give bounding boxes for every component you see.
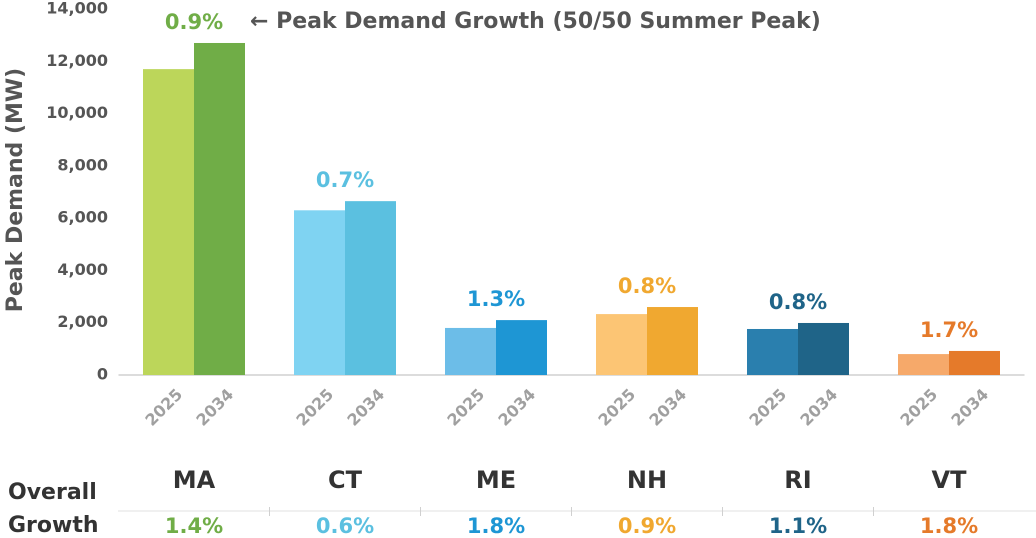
y-tick-label: 8,000 (57, 155, 108, 174)
annotation: ← Peak Demand Growth (50/50 Summer Peak) (250, 9, 821, 34)
bar (949, 350, 1000, 375)
x-tick-label: 2034 (645, 385, 690, 430)
overall-growth-value: 1.1% (769, 514, 827, 538)
y-tick-label: 2,000 (57, 312, 108, 331)
overall-growth-value: 1.8% (920, 514, 978, 538)
y-tick-label: 12,000 (46, 51, 108, 70)
overall-growth-value: 1.8% (467, 514, 525, 538)
state-label: NH (627, 466, 667, 494)
x-tick-label: 2025 (745, 385, 790, 430)
growth-label: 1.3% (467, 287, 525, 311)
x-tick-label: 2034 (192, 385, 237, 430)
y-tick-label: 14,000 (46, 0, 108, 18)
bar (143, 69, 194, 375)
y-tick-label: 6,000 (57, 208, 108, 227)
overall-growth-value: 0.6% (316, 514, 374, 538)
state-label: MA (173, 466, 216, 494)
state-label: ME (476, 466, 516, 494)
x-tick-label: 2034 (494, 385, 539, 430)
x-tick-label: 2034 (796, 385, 841, 430)
bar (345, 201, 396, 375)
x-tick-label: 2025 (292, 385, 337, 430)
growth-label: 0.7% (316, 168, 374, 192)
state-label: RI (784, 466, 811, 494)
y-tick-label: 4,000 (57, 260, 108, 279)
bar (445, 327, 496, 375)
bar (596, 314, 647, 375)
growth-label: 0.9% (165, 10, 223, 34)
overall-growth-value: 0.9% (618, 514, 676, 538)
bar (747, 328, 798, 375)
y-tick-label: 10,000 (46, 103, 108, 122)
state-label: CT (328, 466, 363, 494)
state-label: VT (932, 466, 968, 494)
growth-label: 1.7% (920, 318, 978, 342)
x-tick-label: 2034 (947, 385, 992, 430)
x-tick-label: 2025 (141, 385, 186, 430)
growth-label: 0.8% (618, 274, 676, 298)
overall-growth-label: Overall Growth (8, 480, 99, 538)
bar (194, 42, 245, 375)
y-tick-label: 0 (97, 365, 108, 384)
growth-label: 0.8% (769, 290, 827, 314)
bar (898, 354, 949, 375)
overall-growth-value: 1.4% (165, 514, 223, 538)
bar (496, 320, 547, 375)
bar (294, 210, 345, 375)
x-tick-label: 2025 (594, 385, 639, 430)
bar (798, 322, 849, 375)
bar (647, 307, 698, 375)
x-tick-label: 2034 (343, 385, 388, 430)
y-axis-title: Peak Demand (MW) (3, 68, 28, 312)
x-tick-label: 2025 (443, 385, 488, 430)
x-tick-label: 2025 (896, 385, 941, 430)
